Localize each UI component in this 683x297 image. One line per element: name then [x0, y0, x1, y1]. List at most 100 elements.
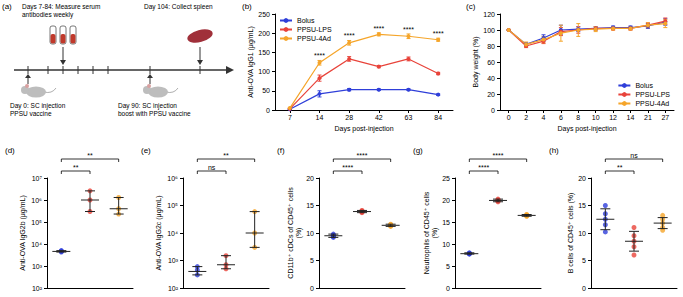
svg-text:63: 63 [405, 114, 413, 121]
svg-text:200: 200 [258, 30, 270, 37]
svg-text:8: 8 [576, 114, 580, 121]
svg-text:Day 90: SC injectionboost with: Day 90: SC injectionboost with PPSU vacc… [118, 102, 191, 117]
svg-text:15: 15 [306, 202, 314, 209]
svg-text:10⁴: 10⁴ [167, 230, 178, 237]
svg-text:15: 15 [442, 219, 450, 226]
svg-text:CD11b⁺ cDCs of CD45⁺ cells: CD11b⁺ cDCs of CD45⁺ cells [287, 187, 294, 279]
svg-text:(%): (%) [431, 228, 439, 239]
svg-text:Anti-OVA IgG1 (μg/mL): Anti-OVA IgG1 (μg/mL) [247, 26, 255, 98]
svg-text:****: **** [373, 25, 384, 32]
svg-text:5: 5 [582, 257, 586, 264]
svg-text:10: 10 [592, 114, 600, 121]
svg-text:**: ** [87, 152, 93, 159]
svg-text:42: 42 [375, 114, 383, 121]
svg-text:(d): (d) [5, 146, 15, 155]
svg-text:5: 5 [310, 257, 314, 264]
svg-text:27: 27 [661, 114, 669, 121]
svg-text:120: 120 [483, 11, 495, 18]
svg-text:****: **** [403, 26, 414, 33]
svg-text:(e): (e) [141, 146, 151, 155]
svg-text:84: 84 [434, 114, 442, 121]
svg-text:Body weight (%): Body weight (%) [472, 37, 480, 88]
svg-text:10⁵: 10⁵ [31, 219, 42, 226]
svg-text:Anti-OVA IgG2c (μg/mL): Anti-OVA IgG2c (μg/mL) [155, 195, 163, 270]
svg-text:0: 0 [491, 107, 495, 114]
svg-text:20: 20 [442, 197, 450, 204]
svg-text:10⁶: 10⁶ [31, 197, 42, 204]
svg-text:0: 0 [507, 114, 511, 121]
svg-text:10: 10 [578, 230, 586, 237]
svg-text:Neutrophils of CD45⁺ cells: Neutrophils of CD45⁺ cells [423, 191, 431, 274]
svg-text:PPSU-4Ad: PPSU-4Ad [297, 35, 331, 42]
svg-text:**: ** [223, 152, 229, 159]
svg-text:10⁴: 10⁴ [31, 241, 42, 248]
svg-text:**: ** [73, 164, 79, 171]
svg-text:(%): (%) [295, 228, 303, 239]
svg-text:14: 14 [627, 114, 635, 121]
svg-text:(b): (b) [242, 2, 252, 11]
svg-text:0: 0 [266, 107, 270, 114]
svg-text:B cells of CD45⁺ cells (%): B cells of CD45⁺ cells (%) [567, 193, 575, 274]
svg-text:****: **** [344, 32, 355, 39]
svg-text:20: 20 [578, 175, 586, 182]
svg-text:20: 20 [487, 91, 495, 98]
svg-text:**: ** [617, 164, 623, 171]
svg-text:60: 60 [487, 59, 495, 66]
svg-text:14: 14 [316, 114, 324, 121]
svg-text:80: 80 [487, 43, 495, 50]
svg-text:****: **** [493, 152, 504, 159]
svg-text:7: 7 [288, 114, 292, 121]
svg-text:10³: 10³ [168, 257, 179, 264]
svg-text:****: **** [478, 164, 489, 171]
svg-text:10⁷: 10⁷ [32, 175, 43, 182]
svg-text:250: 250 [258, 11, 270, 18]
svg-text:10²: 10² [168, 285, 179, 292]
svg-text:150: 150 [258, 49, 270, 56]
svg-text:Bolus: Bolus [297, 17, 315, 24]
svg-text:****: **** [342, 164, 353, 171]
svg-text:100: 100 [483, 27, 495, 34]
svg-text:4: 4 [542, 114, 546, 121]
svg-text:10: 10 [306, 230, 314, 237]
svg-text:15: 15 [578, 202, 586, 209]
svg-text:0: 0 [446, 285, 450, 292]
svg-text:(g): (g) [413, 146, 423, 155]
svg-text:PPSU-LPS: PPSU-LPS [297, 26, 332, 33]
svg-text:0: 0 [582, 285, 586, 292]
svg-text:28: 28 [345, 114, 353, 121]
svg-text:Bolus: Bolus [635, 82, 653, 89]
svg-text:40: 40 [487, 75, 495, 82]
svg-text:20: 20 [306, 175, 314, 182]
svg-text:Days 7-84: Measure serumantibo: Days 7-84: Measure serumantibodies weekl… [22, 3, 100, 19]
svg-text:Day 0: SC injectionPPSU vaccin: Day 0: SC injectionPPSU vaccine [10, 102, 66, 117]
svg-text:ns: ns [630, 152, 638, 159]
svg-text:0: 0 [310, 285, 314, 292]
svg-text:10⁶: 10⁶ [167, 175, 178, 182]
svg-text:(h): (h) [549, 146, 559, 155]
svg-text:(c): (c) [466, 2, 476, 11]
svg-text:ns: ns [208, 164, 216, 171]
svg-text:25: 25 [442, 175, 450, 182]
svg-text:PPSU-LPS: PPSU-LPS [635, 91, 670, 98]
svg-text:Day 104: Collect spleen: Day 104: Collect spleen [144, 3, 213, 11]
svg-text:10: 10 [442, 241, 450, 248]
svg-text:10³: 10³ [32, 263, 43, 270]
svg-text:PPSU-4Ad: PPSU-4Ad [635, 100, 669, 107]
svg-text:100: 100 [258, 68, 270, 75]
svg-text:****: **** [314, 52, 325, 59]
svg-text:12: 12 [609, 114, 617, 121]
svg-text:2: 2 [524, 114, 528, 121]
svg-text:50: 50 [262, 87, 270, 94]
svg-text:****: **** [433, 30, 444, 37]
svg-text:21: 21 [644, 114, 652, 121]
svg-text:10⁵: 10⁵ [167, 202, 178, 209]
svg-text:10²: 10² [32, 285, 43, 292]
svg-text:5: 5 [446, 263, 450, 270]
svg-text:Days post-injection: Days post-injection [557, 125, 616, 133]
svg-text:(f): (f) [277, 146, 285, 155]
svg-text:6: 6 [559, 114, 563, 121]
svg-text:****: **** [357, 152, 368, 159]
svg-text:(a): (a) [2, 2, 12, 11]
svg-text:Days post-injection: Days post-injection [334, 125, 393, 133]
svg-text:Anti-OVA IgG2b (μg/mL): Anti-OVA IgG2b (μg/mL) [19, 195, 27, 271]
